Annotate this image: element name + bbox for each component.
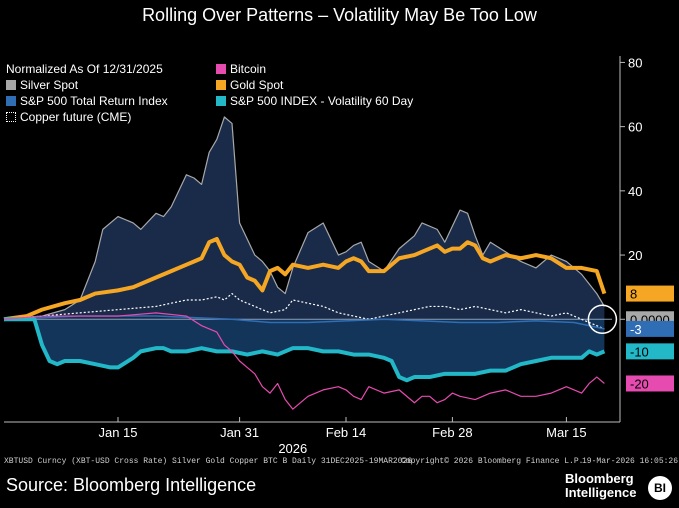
legend-swatch-silver: [6, 80, 16, 90]
x-tick-label: Feb 28: [432, 425, 472, 440]
end-label-text-4: -20: [630, 376, 649, 391]
x-tick-label: Jan 31: [220, 425, 259, 440]
legend-item-bitcoin: Bitcoin: [216, 62, 266, 76]
brand-line-1: Bloomberg: [565, 471, 634, 486]
legend-label-gold: Gold Spot: [230, 78, 284, 92]
legend-label-sp500-vol: S&P 500 INDEX - Volatility 60 Day: [230, 94, 414, 108]
footer-series-info: XBTUSD Curncy (XBT-USD Cross Rate) Silve…: [4, 457, 413, 466]
end-label-box-4: [626, 375, 674, 392]
legend-heading: Normalized As Of 12/31/2025: [6, 62, 163, 76]
legend-swatch-sp500-vol: [216, 96, 226, 106]
brand-logo-badge: BI: [648, 476, 672, 500]
x-tick-label: Jan 15: [98, 425, 137, 440]
series-line-1: [3, 237, 607, 322]
end-label-box-2: [626, 320, 674, 337]
x-tick-label: Feb 14: [326, 425, 366, 440]
legend-swatch-bitcoin: [216, 64, 226, 74]
end-label-text-2: -3: [630, 322, 642, 337]
volatility-area: [4, 319, 605, 381]
highlight-circle: [587, 304, 618, 335]
end-label-text-3: -10: [630, 344, 649, 359]
legend-label-bitcoin: Bitcoin: [230, 62, 267, 76]
legend-item-sp500-vol: S&P 500 INDEX - Volatility 60 Day: [216, 94, 413, 108]
legend-item-gold: Gold Spot: [216, 78, 283, 92]
x-year-label: 2026: [278, 441, 307, 454]
legend-item-silver: Silver Spot: [6, 78, 78, 92]
legend-label-silver: Silver Spot: [20, 78, 79, 92]
legend-item-sp500-tr: S&P 500 Total Return Index: [6, 94, 168, 108]
end-label-box-3: [626, 343, 674, 360]
y-tick-label: 80: [628, 56, 642, 70]
legend-item-copper: Copper future (CME): [6, 110, 131, 124]
x-tick-label: Mar 15: [546, 425, 586, 440]
brand-line-2: Intelligence: [565, 485, 637, 500]
page-title: Rolling Over Patterns – Volatility May B…: [142, 5, 537, 25]
y-tick-label: 60: [628, 120, 642, 135]
series-line-5: [3, 312, 605, 410]
source-text: Source: Bloomberg Intelligence: [6, 475, 257, 495]
legend-label-copper: Copper future (CME): [20, 110, 132, 124]
y-tick-label: 40: [628, 184, 642, 199]
legend-label-sp500-tr: S&P 500 Total Return Index: [20, 94, 168, 108]
legend-swatch-copper: [6, 112, 16, 122]
series-line-4: [4, 317, 606, 383]
silver-area: [4, 117, 605, 320]
brand-name: Bloomberg Intelligence: [565, 472, 637, 500]
end-label-text-0: 8: [630, 287, 637, 302]
legend-swatch-sp500-tr: [6, 96, 16, 106]
y-tick-label: 20: [628, 248, 642, 263]
footer-timestamp: 19-Mar-2026 16:05:26: [582, 457, 679, 466]
legend-swatch-gold: [216, 80, 226, 90]
footer-copyright: Copyright© 2026 Bloomberg Finance L.P.: [401, 457, 584, 466]
end-label-box-0: [626, 285, 674, 302]
series-line-2: [3, 292, 605, 330]
